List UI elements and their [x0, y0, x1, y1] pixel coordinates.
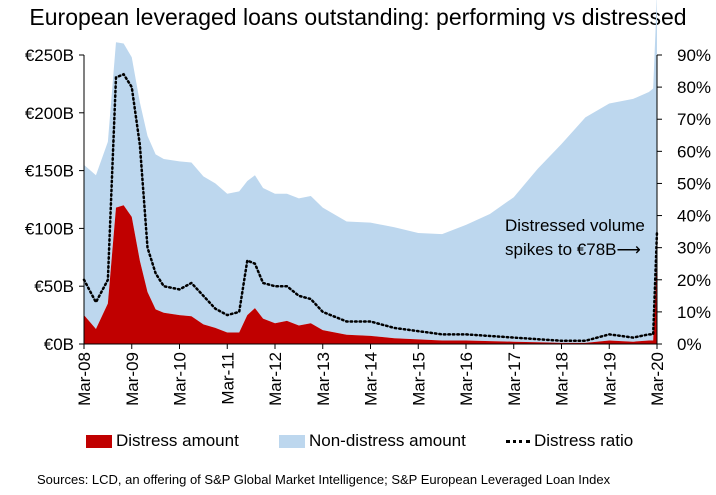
left-tick-label: €100B [25, 219, 74, 238]
chart-axes [79, 54, 662, 349]
right-tick-label: 90% [677, 46, 711, 65]
x-tick-label: Mar-17 [505, 352, 524, 406]
x-tick-label: Mar-08 [75, 352, 94, 406]
left-tick-label: €200B [25, 104, 74, 123]
tick-labels: €0B €50B €100B €150B €200B €250B 0% 10% 20% 30% 40… [25, 46, 711, 406]
x-tick-label: Mar-13 [314, 352, 333, 406]
left-tick-label: €250B [25, 46, 74, 65]
ratio-line [82, 72, 659, 343]
area-distress [84, 205, 657, 344]
legend-swatch-distress [86, 434, 112, 448]
left-tick-label: €50B [34, 277, 74, 296]
right-tick-label: 50% [677, 174, 711, 193]
x-tick-label: Mar-18 [553, 352, 572, 406]
x-tick-label: Mar-09 [123, 352, 142, 406]
left-tick-label: €0B [44, 335, 74, 354]
legend-swatch-non-distress [279, 434, 305, 448]
legend-non-distress: Non-distress amount [279, 431, 466, 451]
source-note: Sources: LCD, an offering of S&P Global … [37, 472, 611, 487]
right-tick-label: 80% [677, 78, 711, 97]
chart-plot: €0B €50B €100B €150B €200B €250B 0% 10% 20% 30% 40… [25, 0, 711, 406]
x-tick-label: Mar-14 [362, 352, 381, 406]
x-tick-label: Mar-20 [648, 352, 667, 406]
right-tick-label: 60% [677, 142, 711, 161]
left-tick-label: €150B [25, 162, 74, 181]
annotation-line: Distressed volume [505, 216, 645, 235]
x-tick-label: Mar-10 [171, 352, 190, 406]
x-tick-label: Mar-15 [409, 352, 428, 406]
x-tick-label: Mar-19 [600, 352, 619, 406]
right-tick-label: 20% [677, 271, 711, 290]
chart-areas [84, 0, 657, 344]
x-tick-label: Mar-16 [457, 352, 476, 406]
right-tick-label: 70% [677, 110, 711, 129]
legend-ratio: Distress ratio [506, 431, 633, 451]
legend-label-non-distress: Non-distress amount [309, 431, 466, 450]
legend-label-ratio: Distress ratio [534, 431, 634, 450]
legend-swatch-ratio [506, 439, 530, 443]
ratio-line-group [82, 72, 659, 343]
legend-distress: Distress amount [86, 431, 239, 451]
right-tick-label: 10% [677, 303, 711, 322]
annotation-group: Distressed volume spikes to €78B⟶ [505, 216, 645, 259]
x-tick-label: Mar-12 [266, 352, 285, 406]
right-tick-label: 30% [677, 239, 711, 258]
right-tick-label: 40% [677, 207, 711, 226]
chart-title: European leveraged loans outstanding: pe… [29, 4, 687, 30]
annotation-line: spikes to €78B⟶ [505, 240, 641, 259]
right-tick-label: 0% [677, 335, 702, 354]
legend-label-distress: Distress amount [116, 431, 239, 450]
legend: Distress amount Non-distress amount Dist… [0, 431, 716, 453]
area-non-distress [84, 0, 657, 343]
x-tick-label: Mar-11 [218, 352, 237, 405]
